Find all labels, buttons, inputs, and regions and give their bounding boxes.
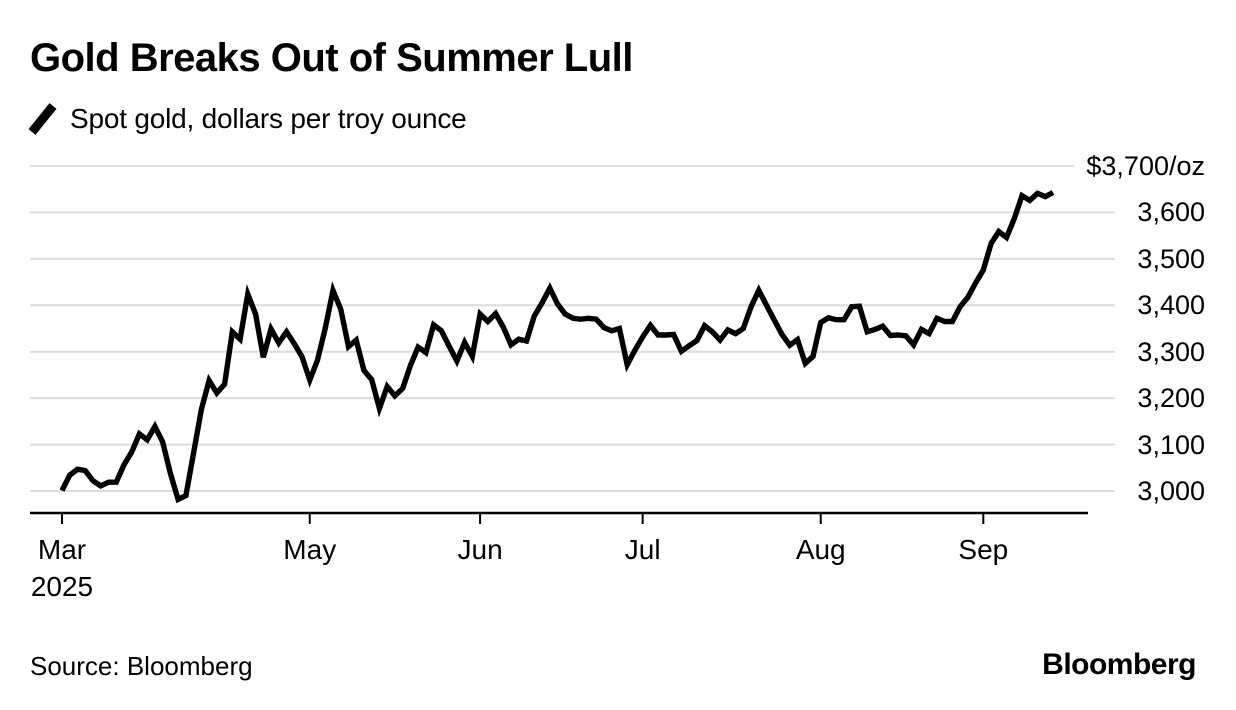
y-axis-label: 3,400 (1125, 288, 1205, 323)
x-axis-label: Aug (751, 531, 891, 568)
source-note: Source: Bloomberg (30, 651, 253, 681)
chart-title: Gold Breaks Out of Summer Lull (30, 36, 633, 80)
x-axis-label: Jun (410, 531, 550, 568)
x-axis-label: Jul (573, 531, 713, 568)
line-sample-icon (28, 103, 57, 135)
x-axis-label: Mar 2025 (0, 531, 132, 605)
x-axis-label-month: Jun (457, 534, 503, 565)
y-axis-label: 3,100 (1125, 427, 1205, 462)
x-axis-label-month: Jul (624, 534, 661, 565)
legend: Spot gold, dollars per troy ounce (28, 102, 467, 136)
y-axis-label: 3,000 (1125, 474, 1205, 508)
x-axis-label-month: Aug (795, 534, 846, 565)
y-axis-label: 3,300 (1125, 334, 1205, 369)
y-axis-label: 3,200 (1125, 381, 1205, 416)
x-axis-label-month: May (283, 534, 337, 565)
y-axis-label: 3,600 (1125, 195, 1205, 230)
x-axis-label: May (240, 531, 380, 568)
price-line (59, 190, 1055, 504)
y-axis-label: 3,500 (1125, 241, 1205, 276)
x-axis-label-year: 2025 (30, 571, 94, 602)
x-axis-label-month: Mar (37, 534, 87, 565)
x-axis-label-month: Sep (958, 534, 1009, 565)
legend-label: Spot gold, dollars per troy ounce (70, 103, 467, 134)
y-axis-label: $3,700/oz (1074, 149, 1205, 183)
x-axis-label: Sep (913, 531, 1053, 568)
bloomberg-logo: Bloomberg (1042, 648, 1196, 681)
